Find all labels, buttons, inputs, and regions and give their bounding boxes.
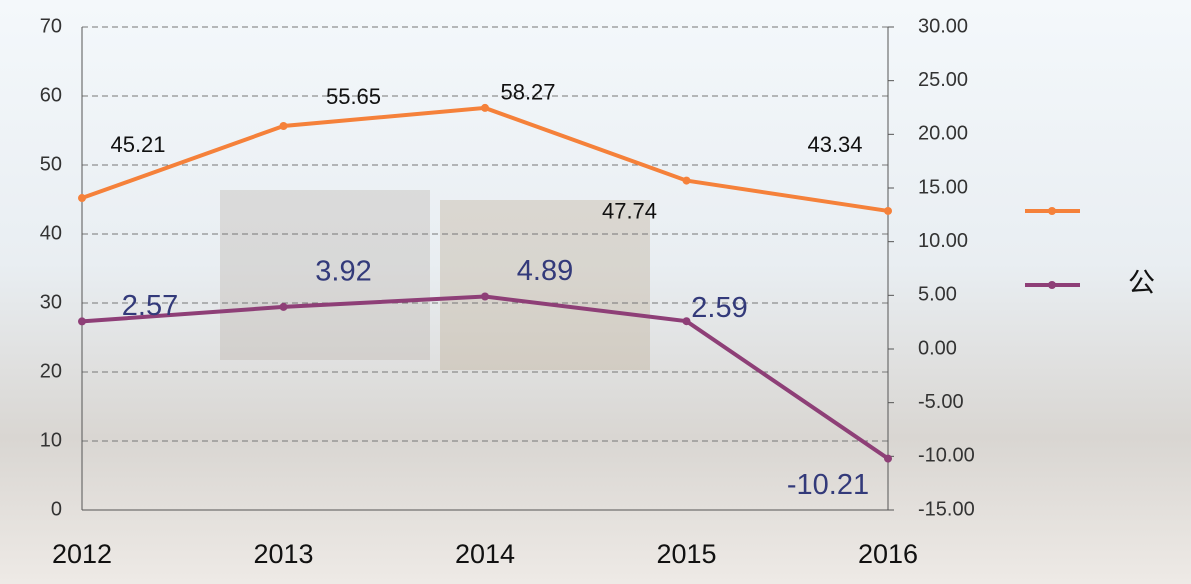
data-point: [884, 454, 892, 463]
y2-tick-label: -5.00: [918, 391, 964, 413]
data-point: [279, 302, 288, 311]
y-tick-label: 60: [40, 84, 62, 106]
y2-tick-label: 20.00: [918, 123, 968, 145]
y2-tick-label: 5.00: [918, 284, 957, 306]
data-point: [78, 194, 86, 203]
y-tick-label: 70: [40, 15, 62, 37]
x-tick-label: 2016: [858, 539, 918, 569]
data-point: [682, 176, 691, 185]
data-label: 2.59: [691, 292, 747, 324]
data-label: 45.21: [110, 132, 165, 157]
data-point: [279, 122, 288, 131]
data-point: [884, 206, 892, 215]
x-tick-label: 2015: [656, 539, 716, 569]
y-tick-label: 40: [40, 222, 62, 244]
y-tick-label: 0: [51, 498, 62, 520]
legend-label: 公: [1128, 268, 1155, 298]
x-tick-label: 2012: [52, 539, 112, 569]
background-decor: [440, 200, 650, 370]
data-label: 43.34: [807, 132, 862, 157]
y2-tick-label: 15.00: [918, 176, 968, 198]
data-point: [481, 292, 489, 301]
x-tick-label: 2013: [253, 539, 313, 569]
y2-tick-label: 10.00: [918, 230, 968, 252]
y2-tick-label: 30.00: [918, 15, 968, 37]
legend-marker: [1048, 281, 1056, 289]
y-tick-label: 10: [40, 429, 62, 451]
data-label: 2.57: [122, 290, 178, 322]
y-tick-label: 50: [40, 153, 62, 175]
data-label: 4.89: [517, 255, 573, 287]
y-tick-label: 30: [40, 291, 62, 313]
y2-tick-label: 0.00: [918, 337, 957, 359]
data-point: [682, 317, 691, 326]
data-point: [481, 103, 489, 112]
y2-tick-label: -15.00: [918, 498, 975, 520]
y2-tick-label: -10.00: [918, 445, 975, 467]
data-label: 47.74: [602, 198, 657, 223]
data-point: [78, 317, 86, 326]
y-tick-label: 20: [40, 360, 62, 382]
background-decor: [220, 190, 430, 360]
data-label: 3.92: [315, 256, 371, 288]
data-label: -10.21: [787, 469, 869, 501]
y2-tick-label: 25.00: [918, 69, 968, 91]
legend-marker: [1048, 207, 1056, 215]
x-tick-label: 2014: [455, 539, 515, 569]
data-label: 58.27: [500, 80, 555, 105]
data-label: 55.65: [326, 84, 381, 109]
